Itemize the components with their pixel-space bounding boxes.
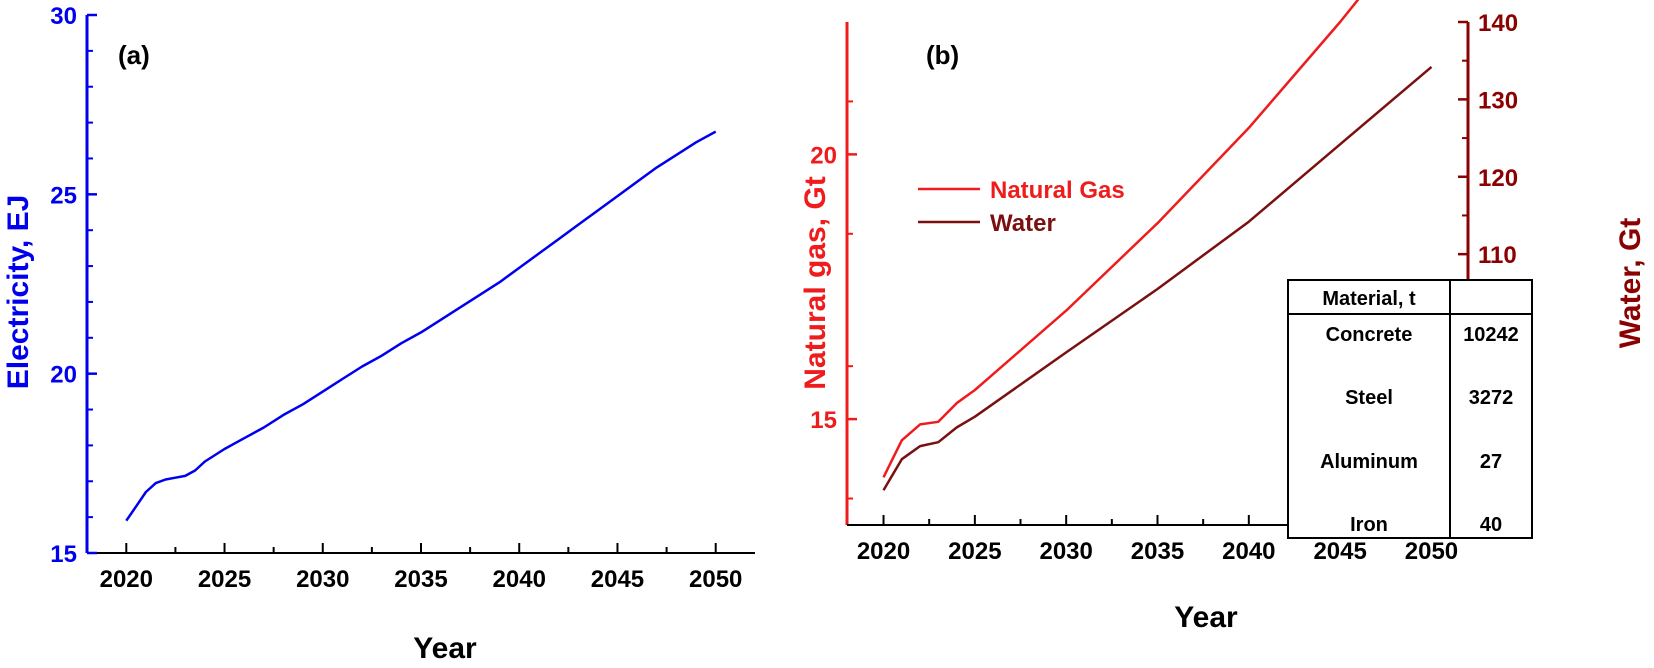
material-table-cell-aluminum-value: 27 [1480, 451, 1502, 473]
panel-b-left-tick-label: 15 [810, 407, 837, 434]
panel-b-x-tick-label: 2040 [1222, 538, 1275, 565]
panel-b-x-tick-label: 2030 [1039, 538, 1092, 565]
material-table-cell-concrete: Concrete [1326, 324, 1413, 346]
material-table-cell-steel-value: 3272 [1469, 387, 1514, 409]
panel-b-xlabel: Year [1174, 601, 1238, 634]
panel-a-axes [85, 15, 755, 554]
panel-b: (b) 152080901001101201301402020202520302… [799, 0, 1647, 634]
panel-b-legend: Natural Gas Water [918, 177, 1125, 237]
panel-a-x-tick-label: 2025 [198, 566, 251, 593]
panel-a-y-tick-label: 30 [50, 3, 77, 30]
legend-label-water: Water [990, 210, 1056, 237]
panel-b-lines [882, 0, 1433, 491]
panel-a-label: (a) [118, 40, 150, 70]
panel-b-right-tick-label: 120 [1478, 165, 1518, 192]
panel-b-x-tick-label: 2050 [1405, 538, 1458, 565]
panel-b-series-line [882, 65, 1433, 491]
panel-b-ticks: 1520809010011012013014020202025203020352… [810, 10, 1518, 565]
panel-a-x-tick-label: 2030 [296, 566, 349, 593]
panel-b-left-tick-label: 20 [810, 142, 837, 169]
panel-a-x-tick-label: 2020 [100, 566, 153, 593]
panel-a-ylabel: Electricity, EJ [2, 195, 35, 390]
legend-label-natural-gas: Natural Gas [990, 177, 1125, 204]
material-table-cell-steel: Steel [1345, 387, 1393, 409]
panel-b-x-tick-label: 2035 [1131, 538, 1184, 565]
panel-b-x-tick-label: 2045 [1313, 538, 1366, 565]
panel-b-x-tick-label: 2025 [948, 538, 1001, 565]
panel-b-right-tick-label: 130 [1478, 87, 1518, 114]
material-table-frame [1287, 279, 1533, 539]
panel-b-x-tick-label: 2020 [857, 538, 910, 565]
panel-a-lines [125, 130, 717, 522]
panel-a-series-line [125, 130, 717, 522]
panel-a-xlabel: Year [413, 632, 477, 665]
panel-b-ylabel-left: Natural gas, Gt [799, 176, 832, 389]
panel-a-y-tick-label: 20 [50, 362, 77, 389]
panel-b-right-tick-label: 140 [1478, 10, 1518, 37]
panel-a-y-tick-label: 15 [50, 541, 77, 568]
material-table: Material, t Concrete 10242 Steel 3272 Al… [1287, 279, 1533, 539]
material-table-cell-iron: Iron [1350, 514, 1388, 536]
material-table-cell-concrete-value: 10242 [1463, 324, 1519, 346]
material-table-header-material: Material, t [1322, 288, 1416, 310]
panel-b-label: (b) [926, 40, 959, 70]
material-table-cell-aluminum: Aluminum [1320, 451, 1418, 473]
panel-a-x-tick-label: 2040 [493, 566, 546, 593]
panel-a-x-tick-label: 2035 [394, 566, 447, 593]
panel-b-ylabel-right: Water, Gt [1614, 218, 1647, 349]
panel-a-x-tick-label: 2045 [591, 566, 644, 593]
panel-b-right-tick-label: 110 [1478, 242, 1517, 269]
panel-b-series-line [882, 0, 1360, 478]
material-table-cell-iron-value: 40 [1480, 514, 1502, 536]
panel-a-y-tick-label: 25 [50, 182, 77, 209]
panel-a-x-tick-label: 2050 [689, 566, 742, 593]
